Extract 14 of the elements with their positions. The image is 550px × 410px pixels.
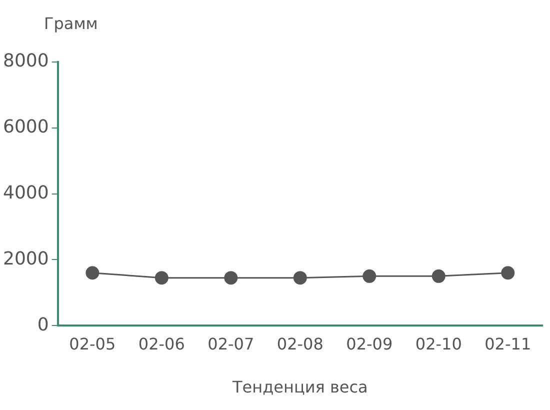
x-tick-label: 02-07 (208, 334, 254, 354)
x-tick-label: 02-05 (69, 334, 116, 354)
x-tick-label: 02-08 (276, 334, 324, 354)
x-tick-label: 02-11 (484, 334, 532, 354)
x-tick-label: 02-09 (346, 334, 393, 354)
y-tick-label: 8000 (2, 50, 49, 72)
x-tick-label: 02-10 (415, 334, 462, 354)
y-tick-label: 4000 (2, 182, 49, 204)
y-tick-label: 6000 (2, 116, 49, 138)
y-axis-title: Грамм (44, 14, 98, 33)
x-tick-label: 02-06 (138, 334, 185, 354)
y-tick-label: 2000 (2, 248, 49, 270)
y-tick-label: 0 (37, 314, 49, 336)
x-axis-title: Тенденция веса (231, 378, 368, 397)
